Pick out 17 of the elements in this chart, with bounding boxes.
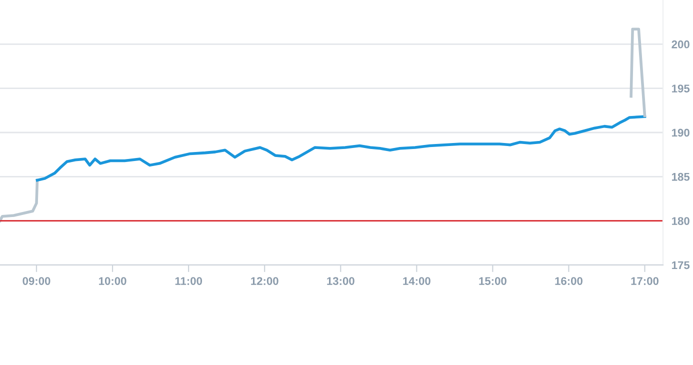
line-series [36,115,646,182]
x-tick-label: 10:00 [99,277,126,285]
x-tick-label: 12:00 [251,277,278,285]
x-tick-label: 09:00 [22,277,50,285]
y-tick-label: 190 [672,128,690,137]
y-tick-label: 180 [672,217,690,225]
y-tick-label: 185 [672,172,690,181]
line-series [0,178,39,222]
x-tick-label: 16:00 [555,277,582,285]
x-tick-label: 17:00 [631,277,659,285]
x-tick-label: 13:00 [327,277,354,285]
y-tick-label: 195 [672,84,690,92]
y-tick-label: 175 [672,261,690,270]
x-tick-label: 15:00 [479,277,506,285]
x-tick-label: 11:00 [175,277,202,285]
x-tick-label: 14:00 [403,277,430,285]
y-tick-label: 200 [672,40,690,48]
